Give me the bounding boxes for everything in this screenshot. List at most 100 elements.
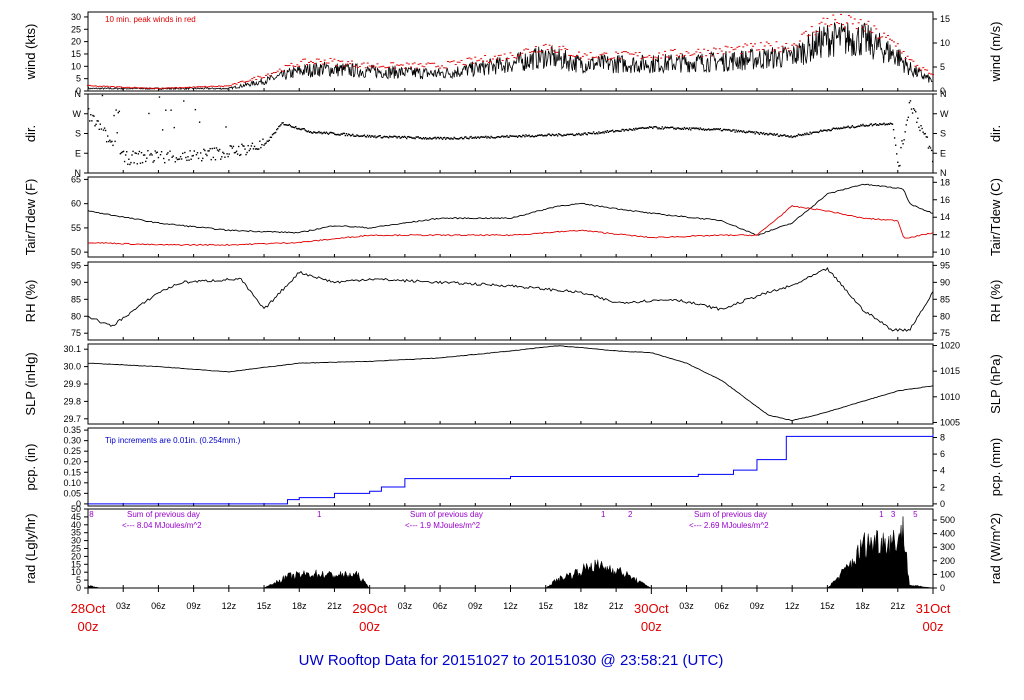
direction-point: [821, 130, 823, 132]
direction-point: [619, 130, 621, 132]
direction-point: [147, 150, 149, 152]
direction-point: [863, 124, 865, 127]
direction-point: [417, 136, 419, 138]
direction-point: [718, 128, 720, 131]
direction-point: [901, 140, 903, 142]
y-tick-label-left: 55: [71, 223, 81, 233]
direction-point: [617, 130, 619, 132]
direction-point: [811, 132, 813, 134]
x-tick-label: 15z: [538, 601, 553, 611]
direction-point: [644, 127, 647, 129]
direction-point: [266, 140, 268, 142]
direction-point: [241, 143, 243, 146]
direction-point: [381, 137, 384, 139]
direction-point: [795, 135, 798, 137]
direction-point: [546, 134, 548, 137]
direction-point: [571, 133, 574, 135]
direction-point: [808, 133, 810, 136]
chart-title: UW Rooftop Data for 20151027 to 20151030…: [299, 652, 724, 669]
direction-point: [159, 153, 162, 156]
direction-point: [842, 127, 844, 129]
direction-point: [809, 131, 811, 133]
direction-point: [661, 126, 663, 128]
direction-point: [191, 155, 193, 157]
direction-point: [451, 138, 453, 140]
y-tick-label-left: 30.0: [63, 362, 81, 372]
direction-point: [703, 129, 706, 131]
direction-point: [240, 153, 242, 156]
direction-point: [351, 134, 353, 137]
direction-point: [593, 132, 596, 135]
direction-point: [149, 154, 151, 156]
direction-point: [915, 111, 917, 113]
direction-point: [602, 131, 604, 133]
direction-point: [508, 136, 510, 138]
direction-point: [295, 125, 297, 128]
direction-point: [929, 147, 932, 149]
direction-point: [410, 136, 412, 138]
direction-point: [761, 133, 764, 135]
direction-point: [424, 136, 427, 139]
direction-point: [785, 135, 787, 137]
direction-point: [129, 163, 131, 166]
direction-point: [600, 131, 602, 134]
direction-point: [237, 145, 240, 148]
direction-point: [205, 153, 207, 155]
direction-point: [747, 131, 749, 134]
direction-point: [299, 128, 301, 130]
direction-point: [320, 131, 322, 134]
direction-point: [920, 124, 922, 127]
direction-point: [193, 150, 196, 152]
direction-point: [724, 129, 727, 131]
direction-point: [775, 133, 778, 136]
direction-point: [91, 120, 93, 122]
panel-wind: 0 5 10 15 20 25 30 0 5 10 15 wind (kts) wind (m/s) 10…: [23, 11, 1003, 96]
direction-point: [787, 135, 789, 137]
direction-point: [504, 135, 506, 138]
direction-point: [577, 133, 579, 136]
direction-point: [223, 152, 225, 155]
direction-point: [859, 125, 861, 128]
day-label-time: 00z: [359, 619, 380, 634]
y-tick-label-left: 20: [71, 37, 81, 47]
direction-point: [120, 151, 123, 154]
direction-point: [185, 156, 187, 159]
direction-point: [887, 123, 889, 125]
direction-point: [677, 127, 679, 129]
direction-point: [741, 131, 744, 133]
direction-point: [816, 131, 819, 133]
y-tick-label-right: 400: [940, 529, 955, 539]
direction-point: [285, 124, 287, 126]
direction-point: [465, 136, 467, 138]
y-tick-label-right: 0: [940, 583, 945, 593]
direction-point: [574, 134, 577, 136]
direction-point: [271, 133, 274, 136]
direction-point: [769, 132, 771, 135]
direction-point: [854, 126, 857, 129]
direction-point: [807, 133, 809, 136]
direction-point: [226, 153, 228, 155]
direction-point: [461, 137, 464, 140]
panel-temperature: 50 55 60 65 10 12 14 16 18 Tair/Tdew (F) Tair/Tdew…: [23, 174, 1003, 258]
direction-point: [151, 154, 153, 156]
direction-point: [522, 134, 524, 137]
direction-point: [591, 132, 594, 135]
direction-point: [637, 127, 639, 130]
direction-point: [473, 137, 475, 139]
direction-point: [306, 130, 309, 133]
direction-point: [362, 135, 365, 137]
direction-point: [364, 135, 367, 138]
direction-point: [871, 124, 874, 127]
direction-point: [885, 123, 887, 125]
direction-point: [748, 130, 750, 132]
direction-point: [764, 133, 766, 136]
direction-point: [743, 131, 746, 133]
direction-point: [272, 133, 275, 135]
direction-point: [485, 135, 487, 138]
direction-point: [162, 157, 165, 160]
direction-point: [457, 138, 460, 140]
direction-point: [639, 127, 641, 129]
direction-point: [781, 134, 784, 137]
direction-point: [189, 150, 191, 152]
direction-point: [674, 127, 676, 130]
